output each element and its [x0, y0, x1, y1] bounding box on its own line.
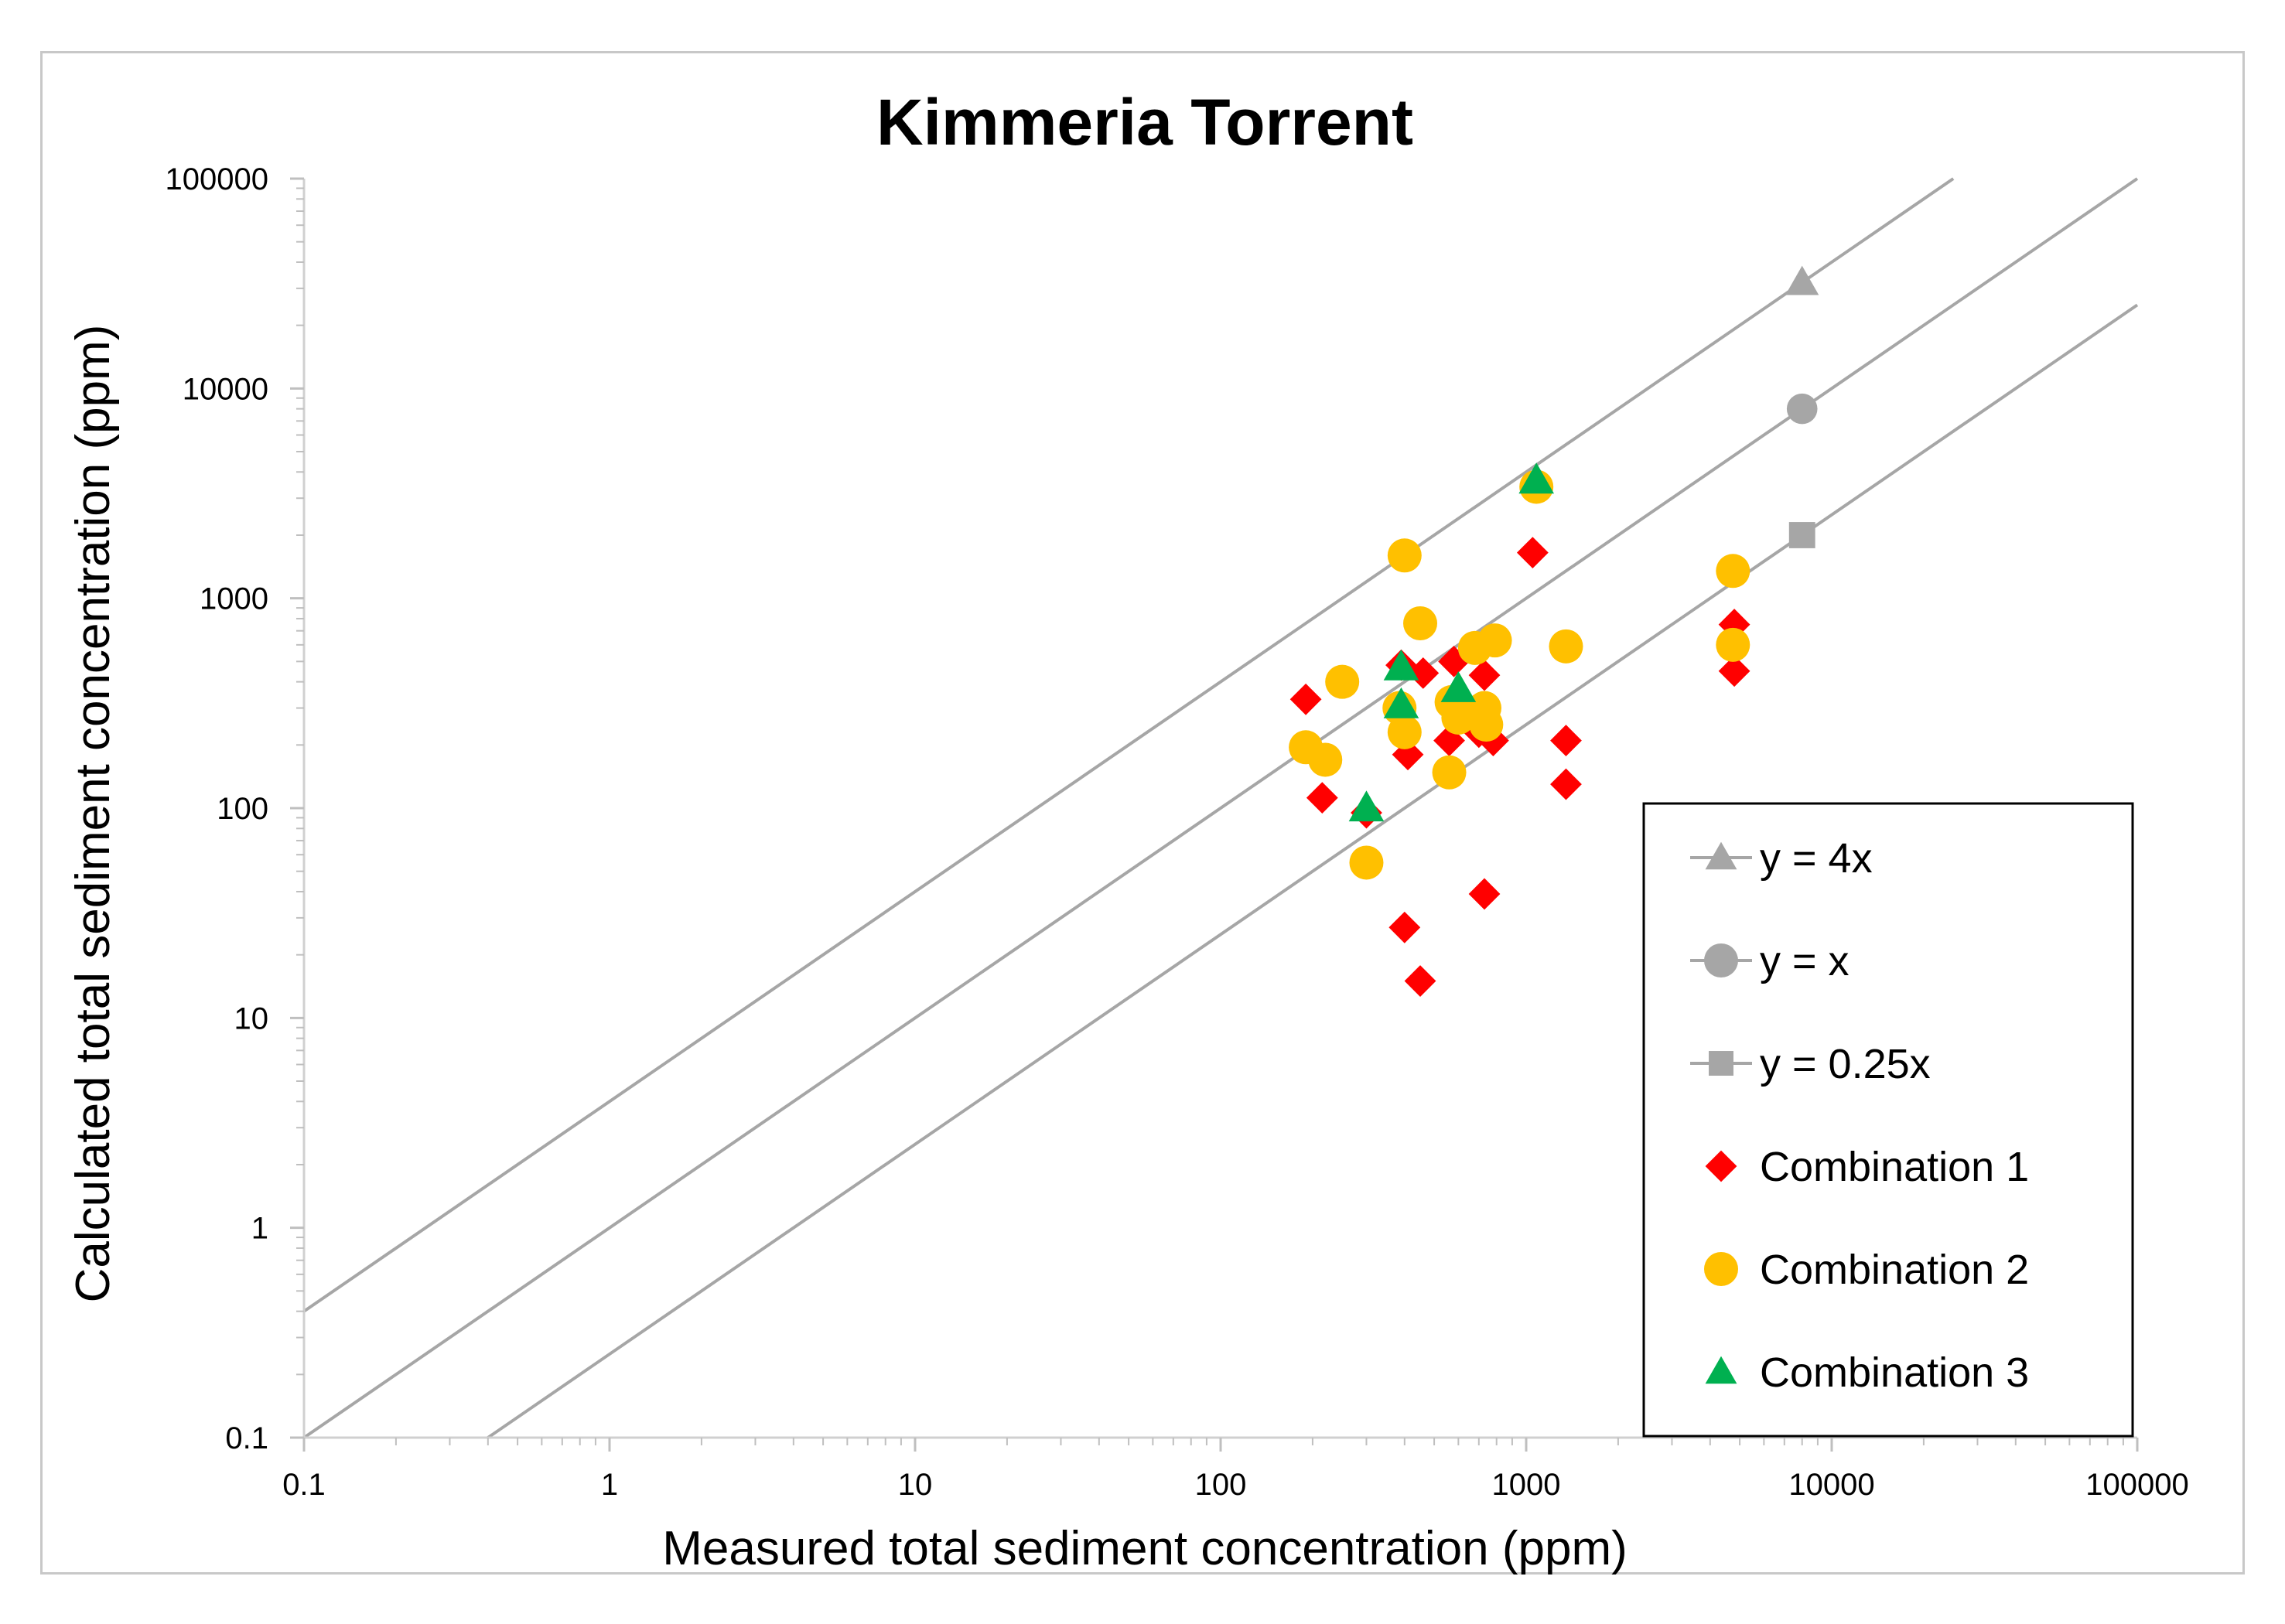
- reference-line-0: [302, 177, 1955, 1313]
- reference-marker-1: [1786, 393, 1818, 425]
- series-2-point: [1549, 629, 1583, 664]
- series-1-point: [1392, 739, 1424, 771]
- legend-label: y = 0.25x: [1760, 1041, 1931, 1087]
- series-1-point: [1404, 965, 1436, 997]
- series-2-point: [1716, 554, 1750, 589]
- series-3-point: [1440, 671, 1477, 702]
- legend-marker-swatch: [1705, 841, 1737, 870]
- series-1-point: [1550, 768, 1582, 800]
- axes: 0.1 1 10 100 1000 10000 100000 0.1 1 10 100 1000 100…: [166, 162, 2189, 1502]
- legend-label: Combination 3: [1760, 1349, 2029, 1396]
- x-tick-label: 1: [601, 1468, 618, 1502]
- x-tick-label: 10: [898, 1468, 933, 1502]
- series-2-point: [1349, 845, 1384, 880]
- reference-line-2: [487, 303, 2139, 1439]
- series-2-point: [1403, 606, 1438, 641]
- series-1-point: [1550, 725, 1582, 756]
- series-1-point: [1718, 655, 1750, 687]
- x-tick-label: 100: [1195, 1468, 1247, 1502]
- series-2-point: [1325, 664, 1360, 699]
- legend-marker-swatch: [1704, 943, 1738, 977]
- data-points: [1289, 462, 1750, 997]
- series-1-point: [1433, 725, 1465, 756]
- chart-frame: Kimmeria Torrent Calculated total sedime…: [40, 51, 2245, 1575]
- reference-lines: [302, 177, 2139, 1439]
- y-tick-label: 10000: [183, 372, 268, 406]
- series-2-point: [1308, 742, 1343, 777]
- series-2-point: [1432, 755, 1467, 790]
- y-tick-label: 100000: [166, 162, 268, 196]
- x-tick-label: 0.1: [282, 1468, 326, 1502]
- reference-marker-0: [1785, 265, 1819, 295]
- reference-marker-2: [1788, 522, 1815, 548]
- series-1-point: [1468, 659, 1501, 691]
- x-axis-title: Measured total sediment concentration (p…: [662, 1522, 1628, 1575]
- legend: y = 4x y = x y = 0.25x Combination 1 Combina…: [1642, 802, 2134, 1438]
- legend-marker-swatch: [1709, 1051, 1733, 1076]
- y-tick-label: 100: [217, 792, 268, 826]
- series-1-point: [1468, 878, 1501, 910]
- series-2-point: [1477, 623, 1512, 658]
- series-1-point: [1289, 683, 1322, 715]
- legend-marker-swatch: [1705, 1356, 1737, 1384]
- series-2-point: [1387, 715, 1422, 749]
- series-2-point: [1469, 708, 1504, 742]
- chart-svg: Kimmeria Torrent Calculated total sedime…: [67, 86, 2189, 1575]
- y-axis-title: Calculated total sediment concentration …: [67, 325, 120, 1303]
- chart-title: Kimmeria Torrent: [876, 86, 1413, 159]
- series-3-point: [1383, 649, 1419, 681]
- legend-label: y = 4x: [1760, 835, 1873, 882]
- x-tick-label: 1000: [1492, 1468, 1561, 1502]
- series-1-point: [1306, 782, 1338, 814]
- series-2-point: [1441, 700, 1476, 735]
- series-3-point: [1348, 790, 1385, 822]
- x-tick-label: 100000: [2085, 1468, 2188, 1502]
- series-1-point: [1388, 911, 1421, 943]
- series-2-point: [1387, 538, 1422, 573]
- x-tick-label: 10000: [1788, 1468, 1874, 1502]
- legend-label: y = x: [1760, 938, 1850, 984]
- series-1-point: [1516, 537, 1549, 569]
- legend-label: Combination 1: [1760, 1144, 2029, 1190]
- legend-label: Combination 2: [1760, 1247, 2029, 1293]
- legend-marker-swatch: [1704, 1252, 1738, 1286]
- y-tick-label: 0.1: [225, 1421, 268, 1455]
- series-3-point: [1383, 687, 1419, 718]
- series-1-point: [1407, 657, 1440, 689]
- y-tick-label: 10: [234, 1001, 269, 1035]
- legend-box: [1642, 802, 2134, 1438]
- series-3-point: [1518, 462, 1555, 494]
- y-tick-label: 1000: [200, 582, 268, 616]
- series-2-point: [1716, 627, 1750, 662]
- y-tick-label: 1: [251, 1212, 268, 1246]
- legend-marker-swatch: [1705, 1150, 1737, 1182]
- series-1-point: [1438, 645, 1470, 677]
- reference-line-1: [302, 177, 2139, 1439]
